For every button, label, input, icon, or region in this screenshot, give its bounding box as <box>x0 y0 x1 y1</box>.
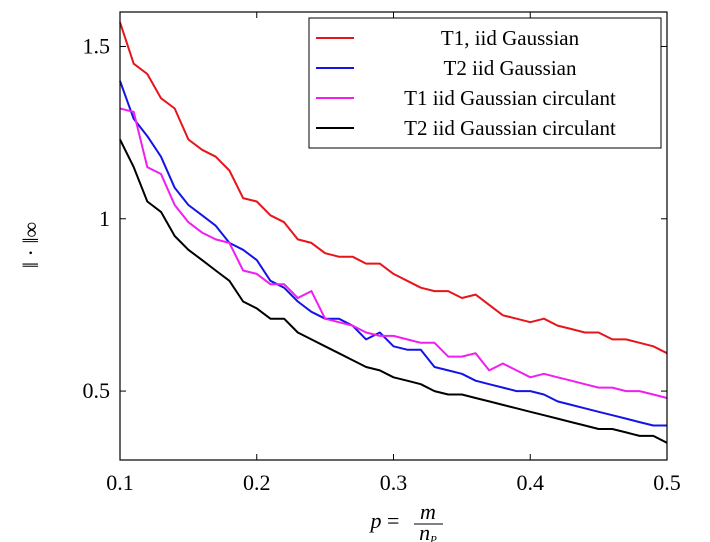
series-line-4 <box>119 139 668 444</box>
x-tick-label: 0.1 <box>106 470 134 495</box>
series-layer <box>119 21 668 444</box>
y-tick-label: 1 <box>99 206 110 231</box>
svg-text:m: m <box>420 499 436 524</box>
series-line-3 <box>119 107 668 399</box>
legend-label-2: T2 iid Gaussian <box>444 56 577 80</box>
series-line-1 <box>119 21 668 355</box>
y-tick-label: 0.5 <box>83 378 111 403</box>
ticks-layer: 0.1 0.2 0.3 0.4 0.5 0.5 1 1.5 <box>83 12 681 495</box>
legend-box <box>308 17 662 149</box>
y-tick-label: 1.5 <box>83 33 111 58</box>
legend-label-3: T1 iid Gaussian circulant <box>404 86 616 110</box>
y-axis-label: ‖ · ‖∞ <box>18 222 43 268</box>
x-axis-fraction: m nP <box>414 499 443 542</box>
x-tick-label: 0.4 <box>517 470 545 495</box>
legend-label-1: T1, iid Gaussian <box>441 26 580 50</box>
x-tick-label: 0.5 <box>653 470 681 495</box>
x-tick-label: 0.2 <box>243 470 271 495</box>
legend: T1, iid Gaussian T2 iid Gaussian T1 iid Ga… <box>308 17 662 149</box>
x-tick-label: 0.3 <box>380 470 408 495</box>
legend-label-4: T2 iid Gaussian circulant <box>404 116 616 140</box>
x-axis-label: p = <box>369 508 400 533</box>
series-line-2 <box>119 80 667 427</box>
